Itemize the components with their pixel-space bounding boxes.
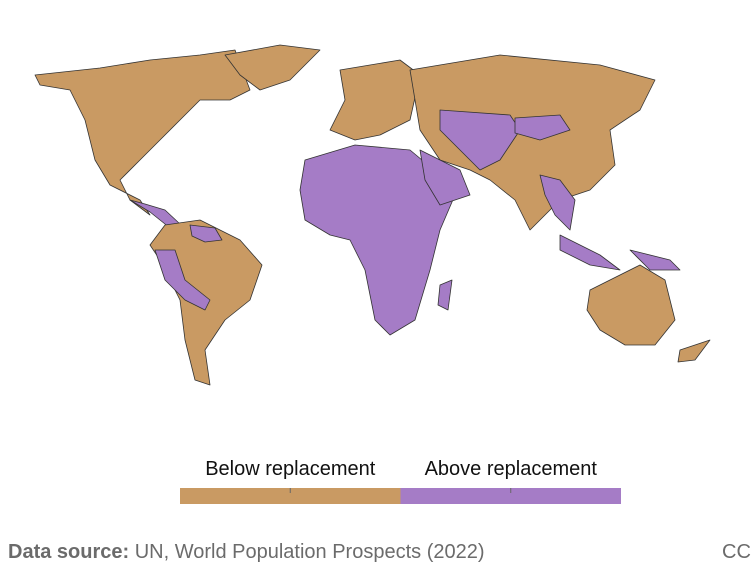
world-map <box>34 44 711 386</box>
greenland <box>224 44 321 91</box>
indonesia-east <box>629 249 681 271</box>
source-label: Data source: <box>8 541 129 563</box>
asia <box>409 54 656 231</box>
source-text: UN, World Population Prospects (2022) <box>135 541 485 563</box>
legend: Below replacement Above replacement <box>180 458 621 504</box>
central-asia <box>439 109 521 171</box>
arabia <box>419 149 471 206</box>
license: CC <box>722 541 751 563</box>
europe <box>329 59 421 141</box>
north-america <box>34 49 251 216</box>
mongolia <box>514 114 571 141</box>
new-zealand <box>677 339 711 363</box>
madagascar <box>437 279 453 311</box>
source: Data source: UN, World Population Prospe… <box>8 541 485 563</box>
legend-label: Below replacement <box>205 458 376 480</box>
legend-swatch <box>180 488 401 504</box>
venezuela <box>189 224 223 243</box>
indonesia-west <box>559 234 621 271</box>
legend-swatch <box>400 488 621 504</box>
legend-label: Above replacement <box>425 458 598 480</box>
australia <box>586 264 676 346</box>
andes <box>154 249 211 311</box>
southeast-asia <box>539 174 576 231</box>
